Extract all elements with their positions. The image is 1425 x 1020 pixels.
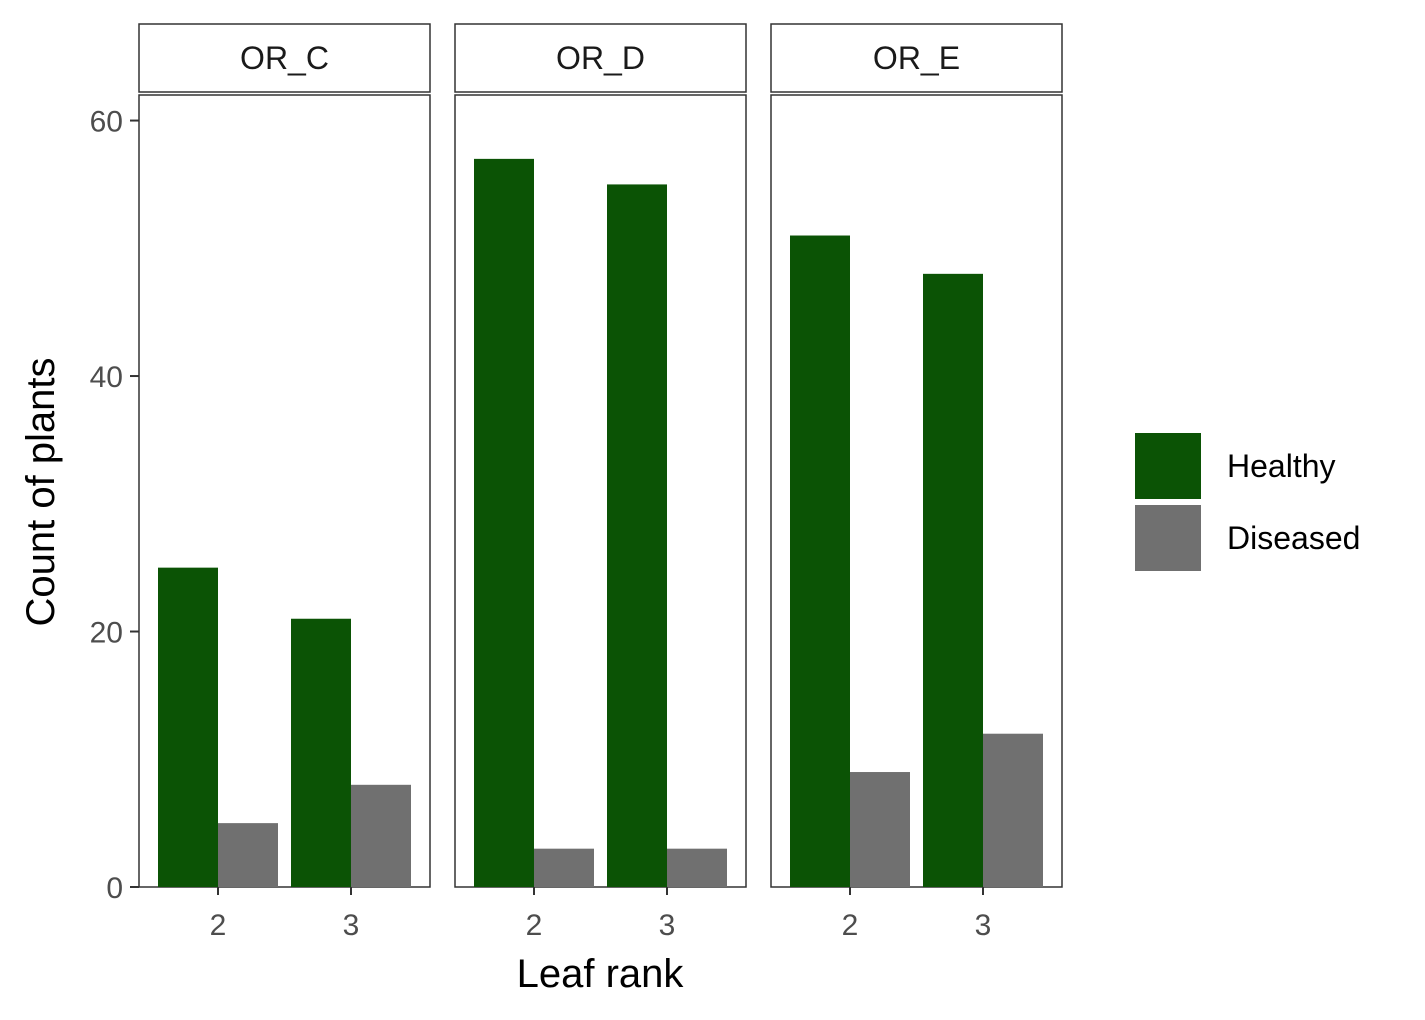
bar-or-e-3-healthy <box>923 273 983 887</box>
x-tick-label-or-e-3: 3 <box>975 909 992 942</box>
y-tick-label-60: 60 <box>90 106 123 139</box>
bar-or-d-3-diseased <box>667 848 727 887</box>
facet-label-or-e: OR_E <box>873 40 960 76</box>
facet-label-or-c: OR_C <box>240 40 329 76</box>
legend-key-healthy <box>1135 433 1201 499</box>
facet-label-or-d: OR_D <box>556 40 645 76</box>
y-axis-title: Count of plants <box>19 357 63 626</box>
bar-or-d-2-diseased <box>534 848 594 887</box>
facet-strip-or-e <box>770 23 1063 93</box>
legend-key-diseased <box>1135 505 1201 571</box>
bar-or-c-2-diseased <box>218 823 278 887</box>
facet-strips: OR_C OR_D OR_E <box>138 23 1063 93</box>
legend: Healthy Diseased <box>1135 433 1360 571</box>
x-tick-label-or-c-3: 3 <box>343 909 360 942</box>
x-axis: 2 3 2 3 2 3 <box>210 887 992 942</box>
bar-or-d-2-healthy <box>474 158 534 887</box>
bar-or-e-3-diseased <box>983 733 1043 887</box>
x-axis-title: Leaf rank <box>517 952 685 996</box>
bar-or-e-2-healthy <box>790 235 850 888</box>
y-axis: 0 20 40 60 <box>90 106 139 905</box>
x-tick-label-or-d-3: 3 <box>659 909 676 942</box>
y-tick-label-0: 0 <box>106 872 123 905</box>
x-tick-label-or-e-2: 2 <box>842 909 859 942</box>
y-tick-label-40: 40 <box>90 361 123 394</box>
y-tick-label-20: 20 <box>90 617 123 650</box>
facet-strip-or-d <box>454 23 747 93</box>
bar-or-e-2-diseased <box>850 772 910 887</box>
legend-label-diseased: Diseased <box>1227 520 1360 556</box>
bar-or-c-3-healthy <box>291 618 351 887</box>
bar-or-c-3-diseased <box>351 784 411 887</box>
legend-label-healthy: Healthy <box>1227 448 1336 484</box>
facet-strip-or-c <box>138 23 431 93</box>
x-tick-label-or-d-2: 2 <box>526 909 543 942</box>
bar-or-d-3-healthy <box>607 184 667 887</box>
x-tick-label-or-c-2: 2 <box>210 909 227 942</box>
bar-or-c-2-healthy <box>158 567 218 887</box>
bars <box>158 158 1043 888</box>
